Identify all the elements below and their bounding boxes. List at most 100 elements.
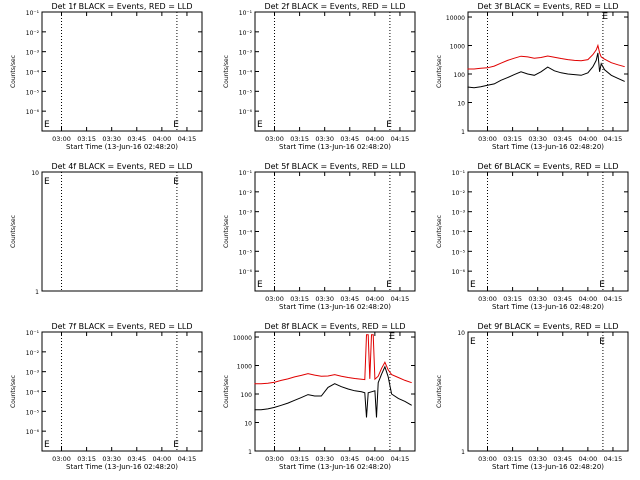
y-axis-label: Counts/sec [223,375,230,408]
marker-label: E [602,12,608,22]
y-tick-label: 10⁻¹ [26,10,40,17]
x-tick-label: 03:15 [503,455,522,463]
y-tick-label: 10⁻⁶ [452,269,466,276]
y-tick-label: 10⁻² [452,190,466,197]
y-tick-label: 10⁻⁴ [26,70,40,77]
marker-label: E [44,120,50,130]
x-tick-label: 03:30 [315,135,334,143]
x-tick-label: 03:30 [102,135,121,143]
panel-title: Det 6f BLACK = Events, RED = LLD [477,162,618,171]
x-axis-label: Start Time (13-Jun-16 02:48:20) [492,303,604,311]
y-tick-label: 10⁻⁵ [239,89,253,96]
marker-label: E [44,177,50,187]
y-tick-label: 10⁻⁵ [452,249,466,256]
x-tick-label: 03:00 [265,295,284,303]
marker-label: E [386,120,392,130]
y-tick-label: 10⁻¹ [452,170,466,177]
events-series-line [467,52,625,89]
x-tick-label: 04:15 [604,455,623,463]
panel-title: Det 3f BLACK = Events, RED = LLD [477,2,618,11]
x-tick-label: 04:00 [152,455,171,463]
y-tick-label: 10⁻³ [26,50,40,57]
y-tick-label: 100 [454,72,466,79]
panel-title: Det 8f BLACK = Events, RED = LLD [264,322,405,331]
x-tick-label: 04:00 [365,295,384,303]
marker-label: E [470,280,476,290]
panel-title: Det 5f BLACK = Events, RED = LLD [264,162,405,171]
marker-label: E [599,337,605,347]
plot-frame [467,331,629,452]
y-tick-label: 100 [241,392,253,399]
plot-frame [41,331,203,452]
y-tick-label: 10⁻² [239,190,253,197]
x-tick-label: 03:45 [127,135,146,143]
x-tick-label: 03:45 [553,455,572,463]
y-axis-label: Counts/sec [436,215,443,248]
x-tick-label: 03:30 [528,295,547,303]
x-tick-label: 04:00 [578,295,597,303]
panel-7: Det 7f BLACK = Events, RED = LLD Counts/s… [10,322,203,471]
x-tick-label: 03:45 [340,295,359,303]
marker-label: E [386,280,392,290]
x-tick-label: 04:15 [391,135,410,143]
y-tick-label: 10⁻¹ [239,10,253,17]
y-axis-label: Counts/sec [223,55,230,88]
x-tick-label: 03:45 [127,455,146,463]
marker-label: E [173,440,179,450]
x-axis-label: Start Time (13-Jun-16 02:48:20) [66,463,178,471]
x-axis-label: Start Time (13-Jun-16 02:48:20) [279,463,391,471]
panel-2: Det 2f BLACK = Events, RED = LLD Counts/s… [223,2,416,151]
y-tick-label: 10⁻⁵ [239,249,253,256]
y-tick-label: 10⁻² [26,350,40,357]
y-tick-label: 10⁻⁶ [26,429,40,436]
y-tick-label: 10⁻² [26,30,40,37]
x-tick-label: 03:15 [77,455,96,463]
y-tick-label: 10⁻⁴ [239,230,253,237]
y-axis-label: Counts/sec [10,215,17,248]
plot-frame [254,171,416,292]
x-axis-label: Start Time (13-Jun-16 02:48:20) [66,143,178,151]
panel-8: Det 8f BLACK = Events, RED = LLD Counts/s… [223,322,416,471]
panel-3: Det 3f BLACK = Events, RED = LLD Counts/s… [436,2,629,151]
x-tick-label: 03:45 [340,135,359,143]
y-tick-label: 10⁻⁴ [239,70,253,77]
x-axis-label: Start Time (13-Jun-16 02:48:20) [279,143,391,151]
x-tick-label: 03:15 [290,135,309,143]
x-tick-label: 03:00 [265,135,284,143]
panel-title: Det 9f BLACK = Events, RED = LLD [477,322,618,331]
y-tick-label: 10⁻⁵ [26,409,40,416]
x-tick-label: 03:00 [265,455,284,463]
y-tick-label: 10⁻¹ [239,170,253,177]
y-axis-label: Counts/sec [436,55,443,88]
y-tick-label: 10⁻⁶ [239,269,253,276]
x-tick-label: 03:30 [528,455,547,463]
x-tick-label: 04:00 [578,135,597,143]
y-tick-label: 10 [457,101,465,108]
y-tick-label: 1 [35,289,39,296]
x-tick-label: 03:30 [315,455,334,463]
x-tick-label: 03:45 [553,295,572,303]
x-tick-label: 03:45 [553,135,572,143]
x-tick-label: 03:30 [315,295,334,303]
y-tick-label: 10 [457,330,465,337]
x-axis-label: Start Time (13-Jun-16 02:48:20) [279,303,391,311]
y-axis-label: Counts/sec [10,55,17,88]
events-series-line [254,365,412,418]
y-tick-label: 10⁻⁴ [26,390,40,397]
y-tick-label: 10000 [446,15,465,22]
x-tick-label: 04:00 [365,455,384,463]
x-axis-label: Start Time (13-Jun-16 02:48:20) [492,143,604,151]
x-axis-label: Start Time (13-Jun-16 02:48:20) [492,463,604,471]
x-tick-label: 04:15 [178,455,197,463]
x-tick-label: 04:15 [604,135,623,143]
y-tick-label: 10 [244,421,252,428]
plot-frame [467,171,629,292]
marker-label: E [470,337,476,347]
x-tick-label: 03:15 [77,135,96,143]
marker-label: E [257,280,263,290]
x-tick-label: 03:00 [478,295,497,303]
marker-label: E [44,440,50,450]
plot-frame [41,171,203,292]
y-tick-label: 10000 [233,335,252,342]
x-tick-label: 04:15 [604,295,623,303]
